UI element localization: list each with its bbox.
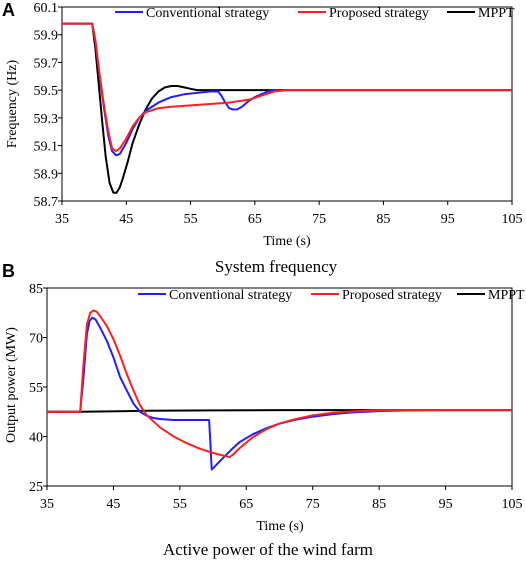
panel-b-x-ticks: 35 45 55 65 75 85 95 105 xyxy=(40,486,523,512)
panel-a-x-tick-label: 75 xyxy=(312,212,326,227)
panel-a-caption: System frequency xyxy=(215,257,338,276)
legend-a-label-proposed: Proposed strategy xyxy=(329,6,429,21)
panel-b-legend: Conventional strategy Proposed strategy … xyxy=(138,288,525,303)
legend-b-label-conventional: Conventional strategy xyxy=(169,288,292,303)
panel-a-x-tick-label: 65 xyxy=(248,212,262,227)
panel-a-line-proposed xyxy=(62,22,512,153)
panel-a-x-axis-label: Time (s) xyxy=(263,234,311,249)
panel-a-x-tick-label: 45 xyxy=(119,212,133,227)
panel-b-x-tick-label: 105 xyxy=(502,497,523,512)
panel-b-y-tick-label: 55 xyxy=(29,381,43,396)
panel-a-y-tick-label: 59.1 xyxy=(34,140,59,155)
legend-b-label-proposed: Proposed strategy xyxy=(342,288,442,303)
panel-a-x-tick-label: 55 xyxy=(184,212,198,227)
panel-b-y-tick-label: 85 xyxy=(29,282,43,297)
panel-b-x-tick-label: 45 xyxy=(106,497,120,512)
panel-a-x-tick-label: 105 xyxy=(502,212,523,227)
panel-a-y-tick-label: 59.7 xyxy=(34,56,59,71)
panel-b-y-tick-label: 70 xyxy=(29,332,43,347)
panel-b-caption: Active power of the wind farm xyxy=(163,540,373,559)
panel-a-y-tick-label: 59.3 xyxy=(34,112,59,127)
panel-b-x-tick-label: 75 xyxy=(306,497,320,512)
panel-b-line-conventional xyxy=(47,316,512,471)
panel-a-plot-frame xyxy=(61,6,513,202)
panel-b-line-proposed xyxy=(47,309,512,458)
panel-b-power-chart: B 25 40 55 70 85 35 45 55 65 75 85 95 105 Conventio… xyxy=(2,261,525,559)
panel-a-y-ticks: 58.7 58.9 59.1 59.3 59.5 59.7 59.9 60.1 xyxy=(34,1,62,210)
legend-b-label-mppt: MPPT xyxy=(488,288,525,303)
panel-a-y-tick-label: 60.1 xyxy=(34,1,59,16)
panel-b-plot-frame xyxy=(46,287,513,487)
panel-b-y-tick-label: 40 xyxy=(29,431,43,446)
panel-b-x-tick-label: 85 xyxy=(372,497,386,512)
panel-a-label: A xyxy=(2,0,15,20)
panel-b-x-tick-label: 35 xyxy=(40,497,54,512)
legend-a-label-conventional: Conventional strategy xyxy=(146,6,269,21)
panel-a-legend: Conventional strategy Proposed strategy … xyxy=(115,6,515,21)
panel-a-x-tick-label: 35 xyxy=(55,212,69,227)
panel-b-y-ticks: 25 40 55 70 85 xyxy=(29,282,47,495)
panel-a-x-ticks: 35 45 55 65 75 85 95 105 xyxy=(55,201,523,227)
panel-a-frequency-chart: A 58.7 58.9 59.1 59.3 59.5 59.7 59.9 60.1 35 45 5… xyxy=(2,0,523,276)
panel-a-x-tick-label: 95 xyxy=(441,212,455,227)
panel-a-y-tick-label: 58.9 xyxy=(34,167,59,182)
panel-b-x-tick-label: 95 xyxy=(439,497,453,512)
panel-a-x-tick-label: 85 xyxy=(376,212,390,227)
panel-b-x-tick-label: 65 xyxy=(239,497,253,512)
panel-b-x-axis-label: Time (s) xyxy=(256,519,304,534)
panel-a-series-lines xyxy=(62,22,512,194)
legend-a-label-mppt: MPPT xyxy=(478,6,515,21)
panel-a-y-tick-label: 58.7 xyxy=(34,195,59,210)
panel-a-line-mppt xyxy=(62,22,512,194)
panel-b-x-tick-label: 55 xyxy=(173,497,187,512)
panel-b-y-axis-label: Output power (MW) xyxy=(4,327,19,443)
panel-a-y-tick-label: 59.5 xyxy=(34,84,59,99)
panel-b-label: B xyxy=(2,261,15,281)
panel-b-series-lines xyxy=(47,309,512,471)
panel-b-y-tick-label: 25 xyxy=(29,480,43,495)
panel-a-y-axis-label: Frequency (Hz) xyxy=(5,60,20,149)
panel-a-y-tick-label: 59.9 xyxy=(34,29,59,44)
